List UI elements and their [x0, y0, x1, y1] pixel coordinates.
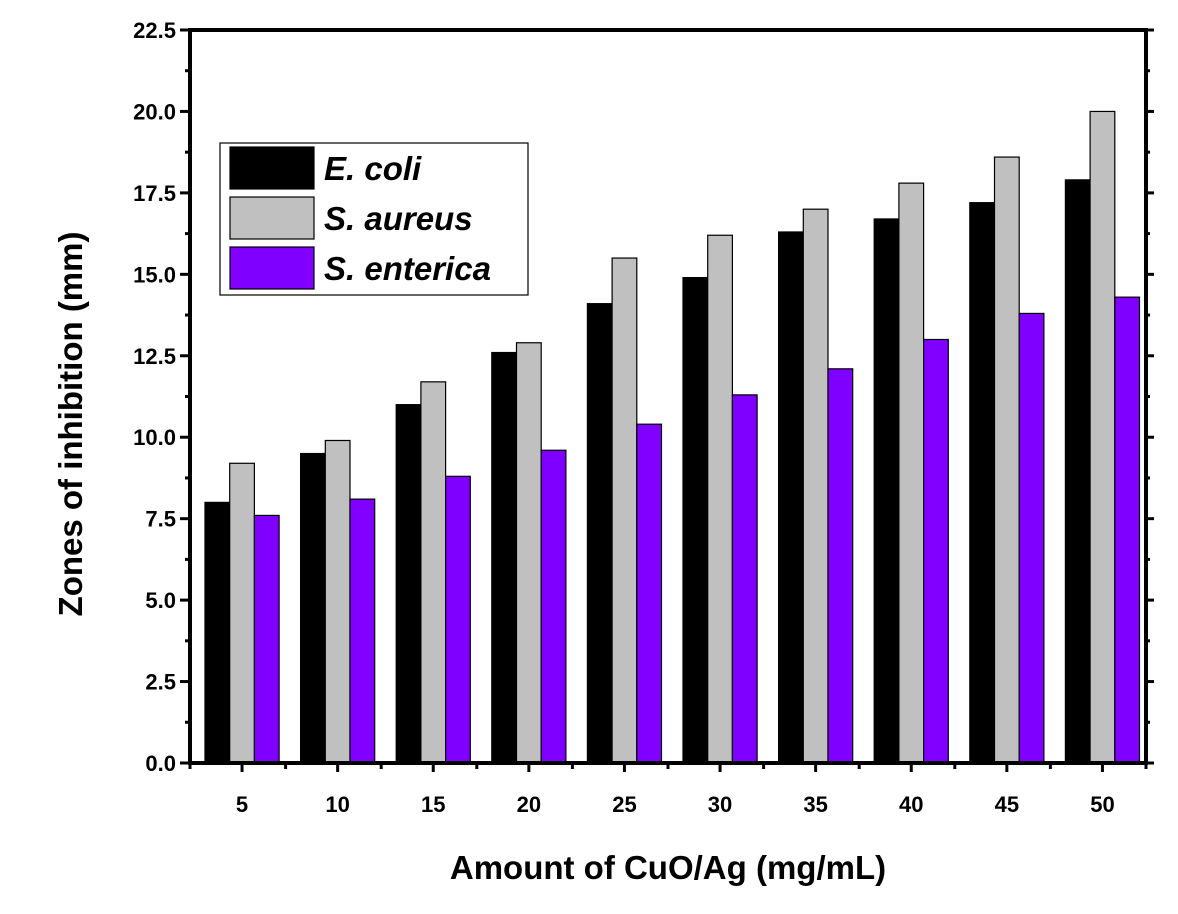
bar-0-8: [969, 202, 996, 764]
x-tick-label: 45: [995, 792, 1019, 817]
y-tick-label: 2.5: [145, 670, 176, 695]
y-tick-label: 5.0: [145, 588, 176, 613]
x-tick-label: 10: [325, 792, 349, 817]
x-tick-label: 30: [708, 792, 732, 817]
x-tick-label: 50: [1090, 792, 1114, 817]
bar-1-8: [993, 156, 1020, 764]
y-axis-title: Zones of inhibition (mm): [52, 232, 89, 617]
bar-2-6: [827, 368, 854, 764]
bar-2-8: [1018, 312, 1045, 764]
bar-2-0: [253, 514, 280, 764]
legend-swatch-1: [229, 196, 315, 240]
legend-label-1: S. aureus: [324, 200, 473, 237]
bar-1-5: [707, 234, 734, 764]
y-tick-label: 0.0: [145, 751, 176, 776]
y-tick-label: 10.0: [133, 425, 176, 450]
bar-1-9: [1089, 110, 1116, 764]
legend: E. coli S. aureus S. enterica: [219, 142, 529, 296]
bar-2-4: [636, 423, 663, 764]
bar-1-2: [420, 381, 447, 764]
bar-0-9: [1064, 179, 1091, 764]
y-tick-label: 12.5: [133, 344, 176, 369]
y-tick-label: 22.5: [133, 18, 176, 43]
x-tick-label: 20: [517, 792, 541, 817]
bar-1-3: [515, 342, 542, 764]
legend-label-0: E. coli: [324, 150, 422, 187]
x-tick-label: 15: [421, 792, 445, 817]
legend-swatch-0: [229, 146, 315, 190]
legend-label-2: S. enterica: [324, 250, 491, 287]
bar-0-5: [682, 276, 709, 764]
bar-0-0: [204, 501, 231, 764]
bar-0-6: [777, 231, 804, 764]
bar-1-7: [898, 182, 925, 764]
x-tick-label: 35: [803, 792, 827, 817]
bar-2-5: [731, 394, 758, 764]
x-tick-label: 25: [612, 792, 636, 817]
bar-0-7: [873, 218, 900, 764]
bar-1-4: [611, 257, 638, 764]
x-axis-title: Amount of CuO/Ag (mg/mL): [450, 849, 886, 886]
bar-1-1: [324, 439, 351, 764]
y-tick-label: 20.0: [133, 99, 176, 124]
bar-1-0: [229, 462, 255, 764]
x-tick-label: 5: [236, 792, 248, 817]
y-tick-label: 7.5: [145, 507, 176, 532]
bar-2-7: [922, 338, 949, 764]
bars-layer: [204, 110, 1141, 764]
bar-2-1: [349, 498, 376, 764]
bar-2-3: [540, 449, 567, 764]
x-tick-label: 40: [899, 792, 923, 817]
bar-2-2: [445, 475, 471, 764]
bar-0-4: [586, 303, 613, 764]
y-tick-label: 15.0: [133, 262, 176, 287]
axes-layer: 0.0 2.5 5.0 7.5 10.0 12.5 15.0 17.5 20.0 22.5 5 10 1…: [133, 18, 1154, 817]
y-tick-label: 17.5: [133, 181, 176, 206]
bar-0-1: [300, 452, 326, 764]
legend-swatch-2: [229, 246, 315, 290]
bar-0-2: [395, 404, 422, 764]
bar-2-9: [1114, 296, 1141, 764]
bar-0-3: [491, 351, 518, 764]
bar-1-6: [802, 208, 829, 764]
